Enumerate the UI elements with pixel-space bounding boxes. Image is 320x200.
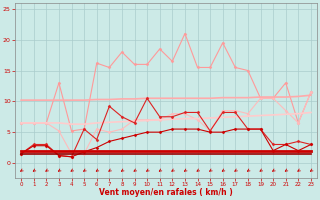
X-axis label: Vent moyen/en rafales ( km/h ): Vent moyen/en rafales ( km/h ) bbox=[99, 188, 233, 197]
